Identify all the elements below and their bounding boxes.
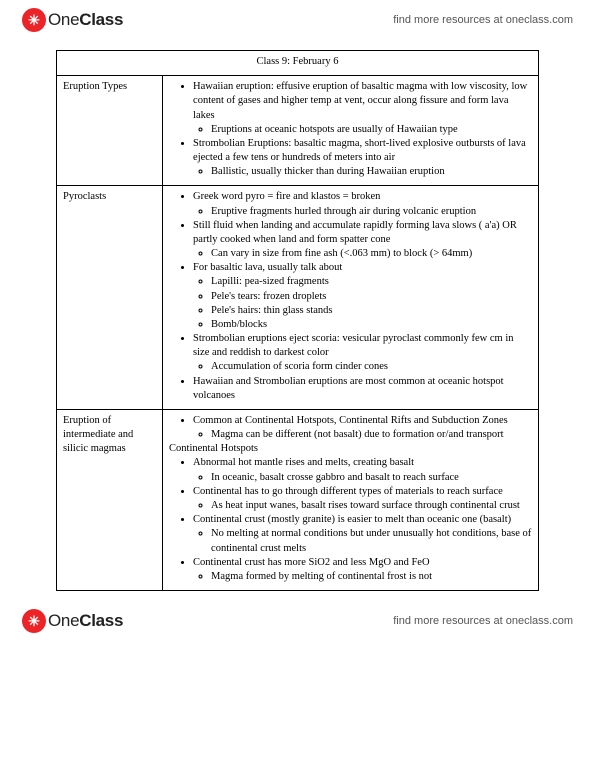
row-label: Pyroclasts [57, 186, 163, 410]
list-item: Continental has to go through different … [193, 485, 532, 513]
page-body: Class 9: February 6 Eruption Types Hawai… [0, 40, 595, 601]
list-item: Still fluid when landing and accumulate … [193, 219, 532, 262]
row-content: Common at Continental Hotspots, Continen… [163, 409, 539, 590]
list-item: For basaltic lava, usually talk about La… [193, 261, 532, 332]
list-item: Pele's tears: frozen droplets [211, 290, 532, 304]
table-row: Pyroclasts Greek word pyro = fire and kl… [57, 186, 539, 410]
list-item: Abnormal hot mantle rises and melts, cre… [193, 456, 532, 484]
list-item: Eruptions at oceanic hotspots are usuall… [211, 123, 532, 137]
list-item: As heat input wanes, basalt rises toward… [211, 499, 532, 513]
row-content: Greek word pyro = fire and klastos = bro… [163, 186, 539, 410]
brand-text: OneClass [48, 611, 123, 631]
list-item: Hawaiian eruption: effusive eruption of … [193, 80, 532, 137]
row-label: Eruption of intermediate and silicic mag… [57, 409, 163, 590]
subheading: Continental Hotspots [169, 442, 532, 456]
list-item: Can vary in size from fine ash (<.063 mm… [211, 247, 532, 261]
page-header: ✳ OneClass find more resources at onecla… [0, 0, 595, 40]
list-item: No melting at normal conditions but unde… [211, 527, 532, 555]
list-item: Magma formed by melting of continental f… [211, 570, 532, 584]
notes-table: Class 9: February 6 Eruption Types Hawai… [56, 50, 539, 591]
brand-logo: ✳ OneClass [22, 8, 123, 32]
list-item: Continental crust has more SiO2 and less… [193, 556, 532, 584]
list-item: Accumulation of scoria form cinder cones [211, 360, 532, 374]
footer-resources-link[interactable]: find more resources at oneclass.com [393, 615, 573, 627]
list-item: Ballistic, usually thicker than during H… [211, 165, 532, 179]
list-item: Greek word pyro = fire and klastos = bro… [193, 190, 532, 218]
list-item: Eruptive fragments hurled through air du… [211, 205, 532, 219]
row-content: Hawaiian eruption: effusive eruption of … [163, 76, 539, 186]
brand-word-one: One [48, 611, 79, 630]
brand-icon: ✳ [22, 609, 46, 633]
brand-word-class: Class [79, 611, 123, 630]
table-row: Eruption Types Hawaiian eruption: effusi… [57, 76, 539, 186]
row-label: Eruption Types [57, 76, 163, 186]
list-item: In oceanic, basalt crosse gabbro and bas… [211, 471, 532, 485]
title-cell: Class 9: February 6 [57, 51, 539, 76]
list-item: Strombolian eruptions eject scoria: vesi… [193, 332, 532, 375]
title-row: Class 9: February 6 [57, 51, 539, 76]
list-item: Magma can be different (not basalt) due … [211, 428, 532, 442]
list-item: Strombolian Eruptions: basaltic magma, s… [193, 137, 532, 180]
brand-word-one: One [48, 10, 79, 29]
brand-text: OneClass [48, 10, 123, 30]
brand-word-class: Class [79, 10, 123, 29]
list-item: Pele's hairs: thin glass stands [211, 304, 532, 318]
list-item: Bomb/blocks [211, 318, 532, 332]
list-item: Continental crust (mostly granite) is ea… [193, 513, 532, 556]
table-row: Eruption of intermediate and silicic mag… [57, 409, 539, 590]
list-item: Common at Continental Hotspots, Continen… [193, 414, 532, 442]
list-item: Lapilli: pea-sized fragments [211, 275, 532, 289]
brand-logo: ✳ OneClass [22, 609, 123, 633]
page-footer: ✳ OneClass find more resources at onecla… [0, 601, 595, 641]
brand-icon: ✳ [22, 8, 46, 32]
list-item: Hawaiian and Strombolian eruptions are m… [193, 375, 532, 403]
header-resources-link[interactable]: find more resources at oneclass.com [393, 14, 573, 26]
